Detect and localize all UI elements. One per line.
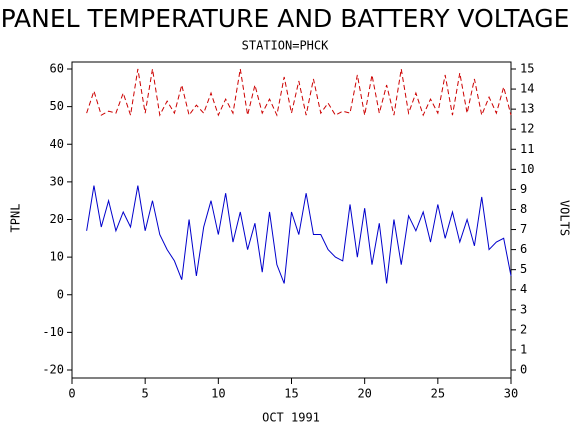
y2-tick-label: 4 (520, 282, 527, 296)
y2-tick-label: 15 (520, 62, 534, 76)
y-tick-label: -10 (42, 325, 64, 339)
x-tick-label: 5 (142, 387, 149, 401)
y2-tick-label: 13 (520, 102, 534, 116)
y-tick-label: 30 (50, 174, 64, 188)
plot-frame (71, 61, 512, 379)
x-axis-label: OCT 1991 (262, 411, 320, 425)
y2-tick-label: 10 (520, 162, 534, 176)
y2-tick-label: 9 (520, 182, 527, 196)
y2-tick-label: 0 (520, 363, 527, 377)
y-tick-label: 40 (50, 137, 64, 151)
y2-tick-label: 3 (520, 302, 527, 316)
y-tick-label: 20 (50, 212, 64, 226)
y2-tick-label: 12 (520, 122, 534, 136)
y-tick-label: 50 (50, 99, 64, 113)
y-tick-label: 0 (57, 287, 64, 301)
y2-tick-label: 6 (520, 242, 527, 256)
y2-tick-label: 14 (520, 82, 534, 96)
x-tick-label: 15 (284, 387, 298, 401)
y2-tick-label: 1 (520, 342, 527, 356)
y-tick-label: -20 (42, 363, 64, 377)
y2-tick-label: 5 (520, 262, 527, 276)
x-tick-label: 20 (357, 387, 371, 401)
series-line (86, 68, 512, 117)
x-tick-label: 25 (431, 387, 445, 401)
series-line (86, 185, 512, 284)
y-axis-label: TPNL (9, 204, 23, 233)
y2-tick-label: 11 (520, 142, 534, 156)
chart-title: PANEL TEMPERATURE AND BATTERY VOLTAGE (1, 4, 570, 33)
x-tick-label: 0 (68, 387, 75, 401)
x-tick-label: 10 (211, 387, 225, 401)
x-tick-label: 30 (504, 387, 518, 401)
y-tick-label: 60 (50, 62, 64, 76)
y2-tick-label: 7 (520, 222, 527, 236)
y-tick-label: 10 (50, 250, 64, 264)
y2-axis-label: VOLTS (558, 200, 570, 236)
y2-tick-label: 8 (520, 202, 527, 216)
y2-tick-label: 2 (520, 322, 527, 336)
chart-subtitle: STATION=PHCK (242, 39, 329, 53)
